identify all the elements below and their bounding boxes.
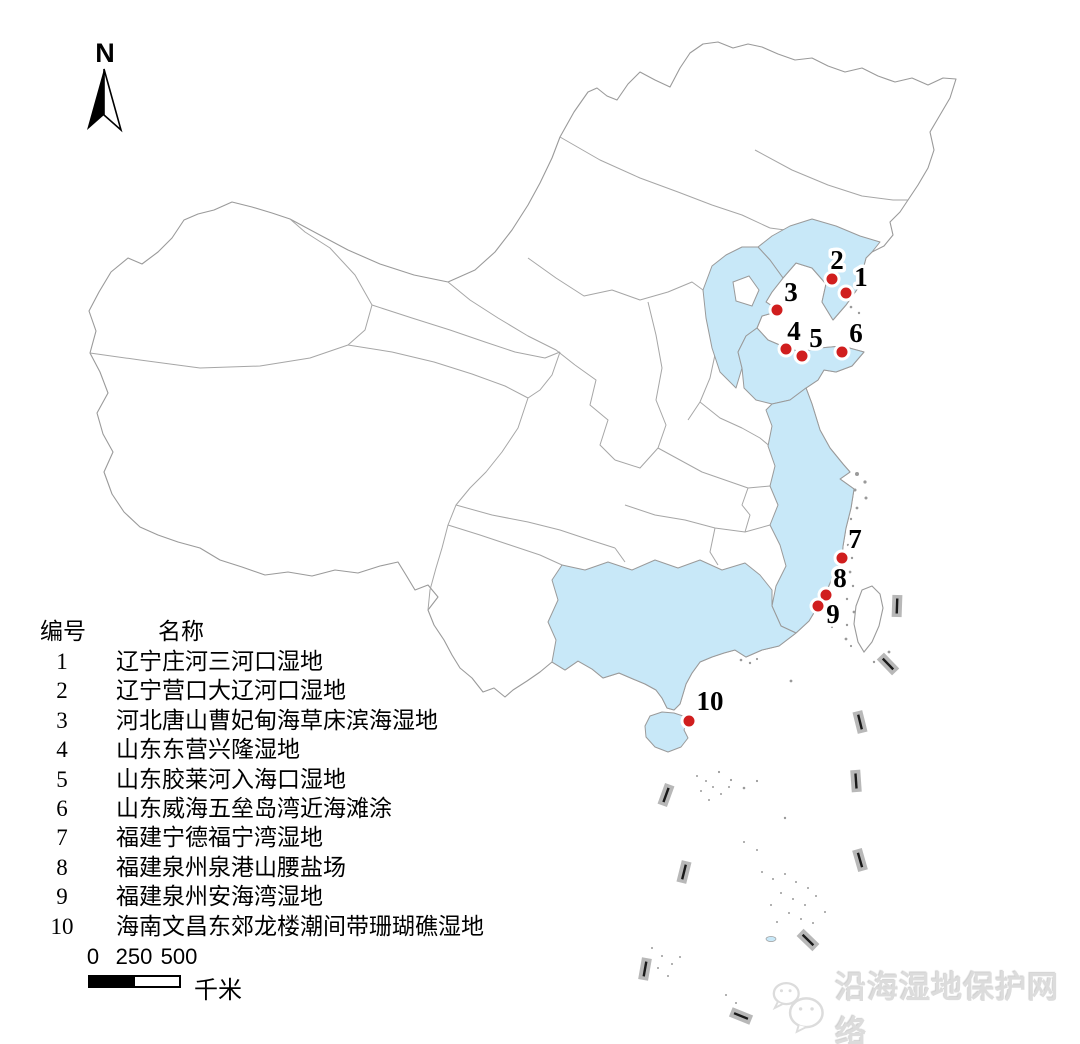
marker-number-label: 10 (697, 686, 724, 716)
hainan-island (644, 711, 689, 753)
scale-bar: 0 250 500 千米 (86, 944, 386, 1004)
scale-unit: 千米 (194, 978, 242, 1004)
legend-row: 7 福建宁德福宁湾湿地 (40, 823, 560, 852)
nine-dash-segment (891, 594, 903, 618)
nine-dash-segment (657, 782, 675, 808)
wetland-marker-9: 9 (809, 596, 843, 633)
watermark: 沿海湿地保护网络 (770, 962, 1080, 1044)
legend-item-number: 9 (56, 884, 68, 910)
nine-dash-segment (852, 710, 868, 734)
wetland-marker-1: 1 (837, 259, 871, 302)
wetland-marker-2: 2 (823, 242, 847, 288)
legend-item-number: 2 (56, 678, 68, 704)
legend-item-name: 河北唐山曹妃甸海草床滨海湿地 (116, 707, 438, 733)
legend-item-name: 山东胶莱河入海口湿地 (116, 766, 346, 792)
beijing-enclave (732, 275, 760, 307)
nine-dash-line (638, 594, 903, 1025)
legend-row: 10 海南文昌东郊龙楼潮间带珊瑚礁湿地 (40, 912, 560, 941)
wetland-marker-4: 4 (777, 313, 804, 358)
marker-number-label: 6 (849, 318, 863, 348)
legend-item-name: 山东威海五垒岛湾近海滩涂 (116, 795, 392, 821)
scale-bar-graphic (88, 975, 181, 988)
legend-row: 3 河北唐山曹妃甸海草床滨海湿地 (40, 706, 560, 735)
legend-item-name: 山东东营兴隆湿地 (116, 737, 300, 763)
legend-row: 9 福建泉州安海湾湿地 (40, 882, 560, 911)
province-boundaries (89, 136, 908, 611)
wetland-marker-6: 6 (833, 315, 866, 361)
legend-item-name: 福建泉州泉港山腰盐场 (116, 854, 346, 880)
coastal-provinces (547, 218, 881, 753)
scale-tick-500: 500 (160, 944, 198, 969)
legend-item-number: 1 (56, 649, 68, 674)
wetland-marker-7: 7 (833, 521, 865, 567)
legend-item-number: 10 (50, 913, 74, 939)
legend-item-name: 辽宁庄河三河口湿地 (116, 649, 323, 674)
nine-dash-segment (676, 860, 692, 884)
legend-item-number: 4 (56, 737, 68, 763)
legend-header: 编号 名称 (40, 617, 560, 647)
wetland-marker-5: 5 (793, 320, 826, 365)
marker-number-label: 4 (787, 316, 801, 346)
marker-number-label: 8 (833, 563, 847, 593)
legend-item-number: 5 (56, 766, 68, 792)
north-label: N (95, 38, 115, 68)
watermark-text: 沿海湿地保护网络 (835, 970, 1060, 1044)
wetland-legend: 编号 名称 1 辽宁庄河三河口湿地 2 辽宁营口大辽河口湿地 3 河北唐山曹妃甸海草床滨海… (40, 617, 560, 941)
marker-number-label: 1 (854, 262, 868, 292)
north-arrow-icon (87, 68, 123, 133)
nine-dash-segment (850, 769, 862, 793)
wetland-marker-8: 8 (817, 560, 850, 604)
legend-row: 6 山东威海五垒岛湾近海滩涂 (40, 794, 560, 823)
wetland-marker-3: 3 (768, 274, 801, 319)
province-south-coast-band (547, 559, 797, 711)
nine-dash-segment (728, 1007, 754, 1025)
legend-item-number: 8 (56, 854, 68, 880)
scale-tick-0: 0 (86, 944, 100, 969)
legend-item-number: 6 (56, 795, 68, 821)
nine-dash-segment (876, 652, 900, 676)
marker-number-label: 9 (826, 599, 840, 629)
legend-header-name: 名称 (158, 619, 204, 644)
nine-dash-segment (852, 848, 868, 872)
legend-row: 1 辽宁庄河三河口湿地 (40, 647, 560, 676)
marker-number-label: 2 (830, 245, 844, 275)
legend-row: 5 山东胶莱河入海口湿地 (40, 765, 560, 794)
scale-tick-250: 250 (115, 944, 153, 969)
wechat-bubbles-icon (772, 981, 824, 1034)
legend-item-number: 7 (56, 825, 68, 851)
marker-number-label: 5 (809, 323, 823, 353)
north-arrow: N (85, 40, 125, 138)
legend-item-name: 福建泉州安海湾湿地 (116, 884, 323, 910)
legend-header-id: 编号 (40, 619, 86, 644)
marker-number-label: 7 (848, 524, 862, 554)
nine-dash-segment (796, 928, 820, 952)
legend-item-number: 3 (56, 707, 68, 733)
legend-item-name: 海南文昌东郊龙楼潮间带珊瑚礁湿地 (116, 913, 484, 939)
province-east-coast-band (765, 387, 855, 634)
taiwan-island (853, 585, 884, 653)
island-specks (651, 305, 891, 1004)
wetland-markers: 12 3 4 5 6 78 9 10 (680, 242, 871, 730)
legend-item-name: 福建宁德福宁湾湿地 (116, 825, 323, 851)
marker-number-label: 3 (784, 277, 798, 307)
scale-bar-filled-segment (90, 977, 135, 986)
legend-row: 4 山东东营兴隆湿地 (40, 735, 560, 764)
legend-row: 8 福建泉州泉港山腰盐场 (40, 853, 560, 882)
nine-dash-segment (638, 957, 652, 981)
wetland-marker-10: 10 (680, 683, 727, 730)
legend-row: 2 辽宁营口大辽河口湿地 (40, 676, 560, 705)
legend-rows: 1 辽宁庄河三河口湿地 2 辽宁营口大辽河口湿地 3 河北唐山曹妃甸海草床滨海湿地 4 山东东… (40, 647, 560, 941)
legend-item-name: 辽宁营口大辽河口湿地 (116, 678, 346, 704)
